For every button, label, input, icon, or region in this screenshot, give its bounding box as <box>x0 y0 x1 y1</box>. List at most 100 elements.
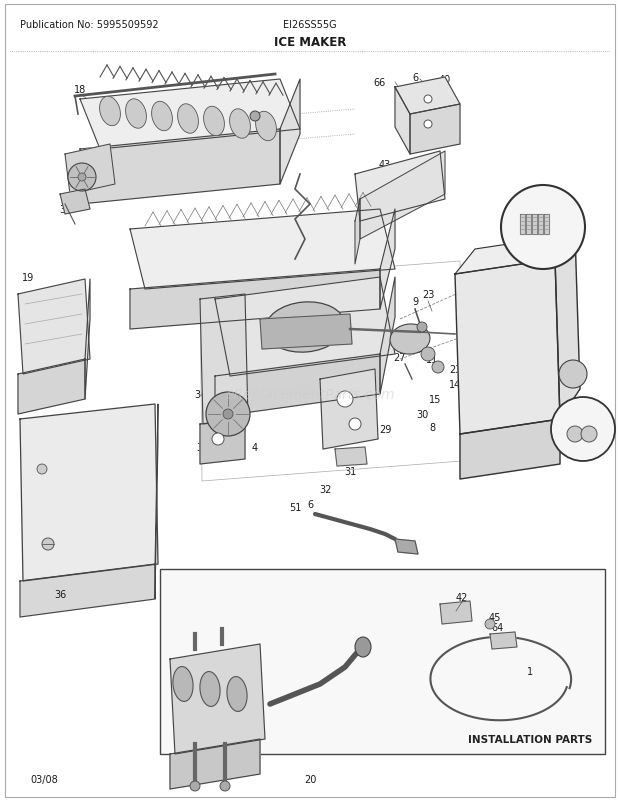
Circle shape <box>250 111 260 122</box>
Ellipse shape <box>255 112 277 141</box>
Polygon shape <box>170 644 265 754</box>
Text: 60: 60 <box>242 85 254 95</box>
Polygon shape <box>526 215 531 235</box>
Polygon shape <box>555 235 580 419</box>
Circle shape <box>417 322 427 333</box>
Polygon shape <box>130 210 395 290</box>
Circle shape <box>68 164 96 192</box>
Circle shape <box>206 392 250 436</box>
Polygon shape <box>395 78 460 115</box>
Text: 43: 43 <box>379 160 391 170</box>
Polygon shape <box>65 145 115 195</box>
Text: E58I115T: E58I115T <box>530 704 576 714</box>
Circle shape <box>223 410 233 419</box>
Polygon shape <box>215 277 395 376</box>
Polygon shape <box>130 269 380 330</box>
Text: 14: 14 <box>449 379 461 390</box>
Text: 51: 51 <box>289 502 301 512</box>
Text: 23: 23 <box>422 290 434 300</box>
Polygon shape <box>60 190 90 215</box>
Text: 20: 20 <box>304 774 316 784</box>
Polygon shape <box>20 565 155 618</box>
Text: 42: 42 <box>456 592 468 602</box>
Polygon shape <box>380 277 395 395</box>
Text: 45: 45 <box>489 612 501 622</box>
Circle shape <box>190 781 200 791</box>
Polygon shape <box>360 152 445 240</box>
Polygon shape <box>18 359 85 415</box>
Text: 27: 27 <box>394 353 406 363</box>
Text: 33: 33 <box>524 443 536 452</box>
Polygon shape <box>490 632 517 649</box>
Ellipse shape <box>390 325 430 354</box>
Text: 36: 36 <box>54 589 66 599</box>
Ellipse shape <box>126 99 146 129</box>
Ellipse shape <box>177 104 198 134</box>
Polygon shape <box>440 602 472 624</box>
Circle shape <box>424 96 432 104</box>
Text: 23: 23 <box>449 365 461 375</box>
Text: 6: 6 <box>412 73 418 83</box>
Circle shape <box>432 362 444 374</box>
Circle shape <box>421 347 435 362</box>
Text: 24: 24 <box>459 415 471 424</box>
Polygon shape <box>380 210 395 310</box>
Polygon shape <box>18 280 90 375</box>
Polygon shape <box>215 354 380 418</box>
Text: 6: 6 <box>307 500 313 509</box>
Polygon shape <box>532 215 537 235</box>
Polygon shape <box>85 280 90 399</box>
Polygon shape <box>80 130 280 205</box>
Text: 1: 1 <box>527 666 533 676</box>
Text: 35: 35 <box>234 427 246 436</box>
Text: 25: 25 <box>474 432 486 443</box>
Polygon shape <box>455 260 560 435</box>
Text: 19: 19 <box>22 273 34 282</box>
Polygon shape <box>410 105 460 155</box>
Ellipse shape <box>355 638 371 657</box>
Ellipse shape <box>265 302 345 353</box>
Circle shape <box>581 427 597 443</box>
Text: 34: 34 <box>196 443 208 452</box>
Text: Publication No: 5995509592: Publication No: 5995509592 <box>20 20 159 30</box>
Polygon shape <box>544 215 549 235</box>
Text: 2: 2 <box>587 444 593 455</box>
Text: 40: 40 <box>439 75 451 85</box>
Text: 55: 55 <box>214 739 226 749</box>
Ellipse shape <box>173 666 193 702</box>
Circle shape <box>337 391 353 407</box>
Bar <box>160 569 605 754</box>
Polygon shape <box>455 235 575 274</box>
Text: 5: 5 <box>232 300 238 310</box>
Circle shape <box>559 361 587 388</box>
Circle shape <box>551 398 615 461</box>
Text: 29: 29 <box>379 424 391 435</box>
Text: 7: 7 <box>257 318 263 327</box>
Text: 9: 9 <box>412 297 418 306</box>
Ellipse shape <box>151 102 172 132</box>
Text: 17: 17 <box>169 300 181 310</box>
Polygon shape <box>320 370 378 449</box>
Polygon shape <box>538 215 543 235</box>
Text: 66: 66 <box>374 78 386 88</box>
Polygon shape <box>355 152 445 221</box>
Text: 03/08: 03/08 <box>30 774 58 784</box>
Text: 8: 8 <box>429 423 435 432</box>
Text: 11: 11 <box>426 354 438 365</box>
Ellipse shape <box>227 677 247 711</box>
Text: 64: 64 <box>492 622 504 632</box>
Text: 39: 39 <box>59 205 71 215</box>
Ellipse shape <box>200 672 220 707</box>
Circle shape <box>485 619 495 630</box>
Circle shape <box>212 433 224 445</box>
Text: 15: 15 <box>429 395 441 404</box>
Polygon shape <box>80 80 300 150</box>
Circle shape <box>42 538 54 550</box>
Circle shape <box>78 174 86 182</box>
Text: 37: 37 <box>306 390 318 399</box>
Ellipse shape <box>229 110 250 139</box>
Polygon shape <box>395 539 418 554</box>
Polygon shape <box>260 314 352 350</box>
Text: 31: 31 <box>344 467 356 476</box>
Text: ICE MAKER: ICE MAKER <box>274 35 346 48</box>
